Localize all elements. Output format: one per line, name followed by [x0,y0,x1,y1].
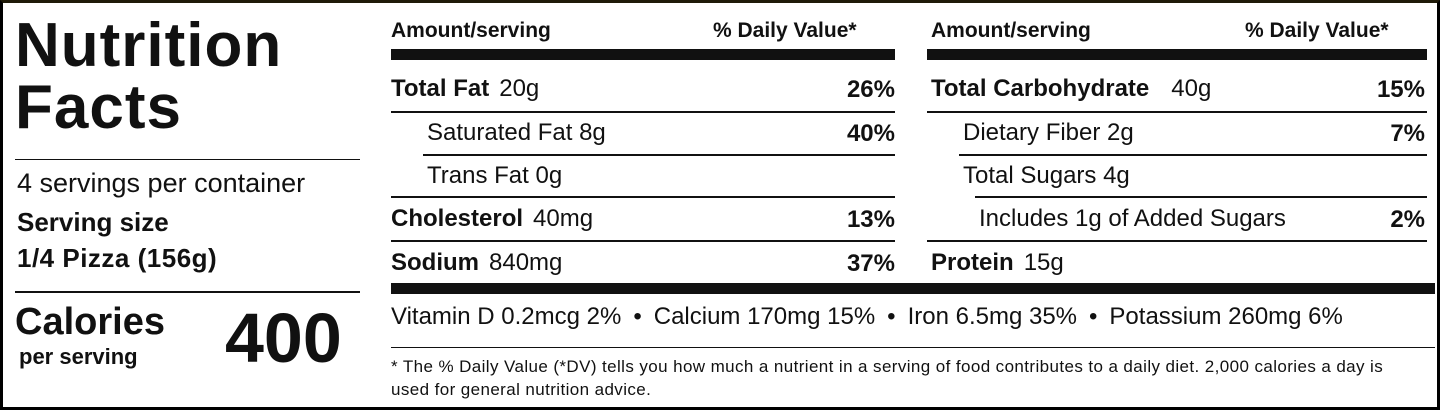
label-title: Nutrition Facts [15,11,283,142]
daily-value-footnote: * The % Daily Value (*DV) tells you how … [391,357,1384,399]
nutrient-name: Total Sugars 4g [963,162,1130,189]
nutrient-amount: 40mg [533,205,594,232]
nutrient-dv: 26% [846,76,895,103]
nutrient-dv: 15% [1376,76,1425,103]
calories-label: Calories [15,301,165,343]
left-header-rule [391,49,895,60]
calories-divider [15,291,360,293]
vitamins-minerals-row: Vitamin D 0.2mcg 2% • Calcium 170mg 15% • Ir… [391,303,1343,330]
title-divider [15,159,360,160]
left-amount-header: Amount/serving [391,19,551,42]
right-header-rule [927,49,1427,60]
nutrient-row-total-carbohydrate: Total Carbohydrate 40g 15% [931,67,1425,111]
calcium: Calcium 170mg 15% [653,303,876,330]
nutrient-row-dietary-fiber: Dietary Fiber 2g 7% [963,111,1425,155]
right-dv-header: % Daily Value* [1245,19,1389,42]
nutrient-row-protein: Protein 15g [931,241,1425,285]
nutrient-dv: 13% [846,206,895,233]
vitamin-d: Vitamin D 0.2mcg 2% [391,303,622,330]
nutrient-row-total-sugars: Total Sugars 4g [963,154,1425,198]
nutrient-name: Includes 1g of Added Sugars [979,205,1286,232]
right-amount-header: Amount/serving [931,19,1091,42]
nutrient-name: Trans Fat 0g [427,162,563,189]
serving-size-label: Serving size [17,207,169,237]
calories-value: 400 [225,299,342,377]
nutrient-name: Total Fat [391,75,490,102]
nutrient-row-saturated-fat: Saturated Fat 8g 40% [427,111,895,155]
nutrient-name: Total Carbohydrate [931,75,1150,102]
row-divider [423,154,895,156]
left-dv-header: % Daily Value* [713,19,857,42]
calories-per-serving-label: per serving [19,344,138,369]
row-divider [391,240,895,242]
nutrient-row-added-sugars: Includes 1g of Added Sugars 2% [979,197,1425,241]
row-divider [927,240,1427,242]
row-divider [391,196,895,198]
nutrient-dv: 40% [846,120,895,147]
nutrient-name: Protein [931,249,1014,276]
row-divider [391,111,895,113]
row-divider [959,154,1427,156]
nutrient-name: Dietary Fiber 2g [963,119,1134,146]
nutrient-row-total-fat: Total Fat 20g 26% [391,67,895,111]
nutrient-amount: 840mg [489,249,563,276]
row-divider [927,111,1427,113]
nutrient-dv: 7% [1390,120,1425,147]
potassium: Potassium 260mg 6% [1109,303,1343,330]
nutrient-name: Sodium [391,249,479,276]
nutrient-row-cholesterol: Cholesterol 40mg 13% [391,197,895,241]
nutrient-name: Saturated Fat 8g [427,119,606,146]
nutrient-dv: 37% [846,250,895,277]
nutrient-amount: 40g [1171,75,1212,102]
serving-size-value: 1/4 Pizza (156g) [17,243,218,273]
nutrient-amount: 20g [499,75,540,102]
nutrient-dv: 2% [1390,206,1425,233]
footnote-divider [391,347,1435,348]
nutrient-row-sodium: Sodium 840mg 37% [391,241,895,285]
servings-per-container: 4 servings per container [17,168,306,198]
nutrient-row-trans-fat: Trans Fat 0g [427,154,895,198]
row-divider [975,196,1427,198]
nutrient-amount: 15g [1023,249,1064,276]
vitamins-top-rule [391,283,1435,294]
nutrient-name: Cholesterol [391,205,524,232]
iron: Iron 6.5mg 35% [907,303,1078,330]
